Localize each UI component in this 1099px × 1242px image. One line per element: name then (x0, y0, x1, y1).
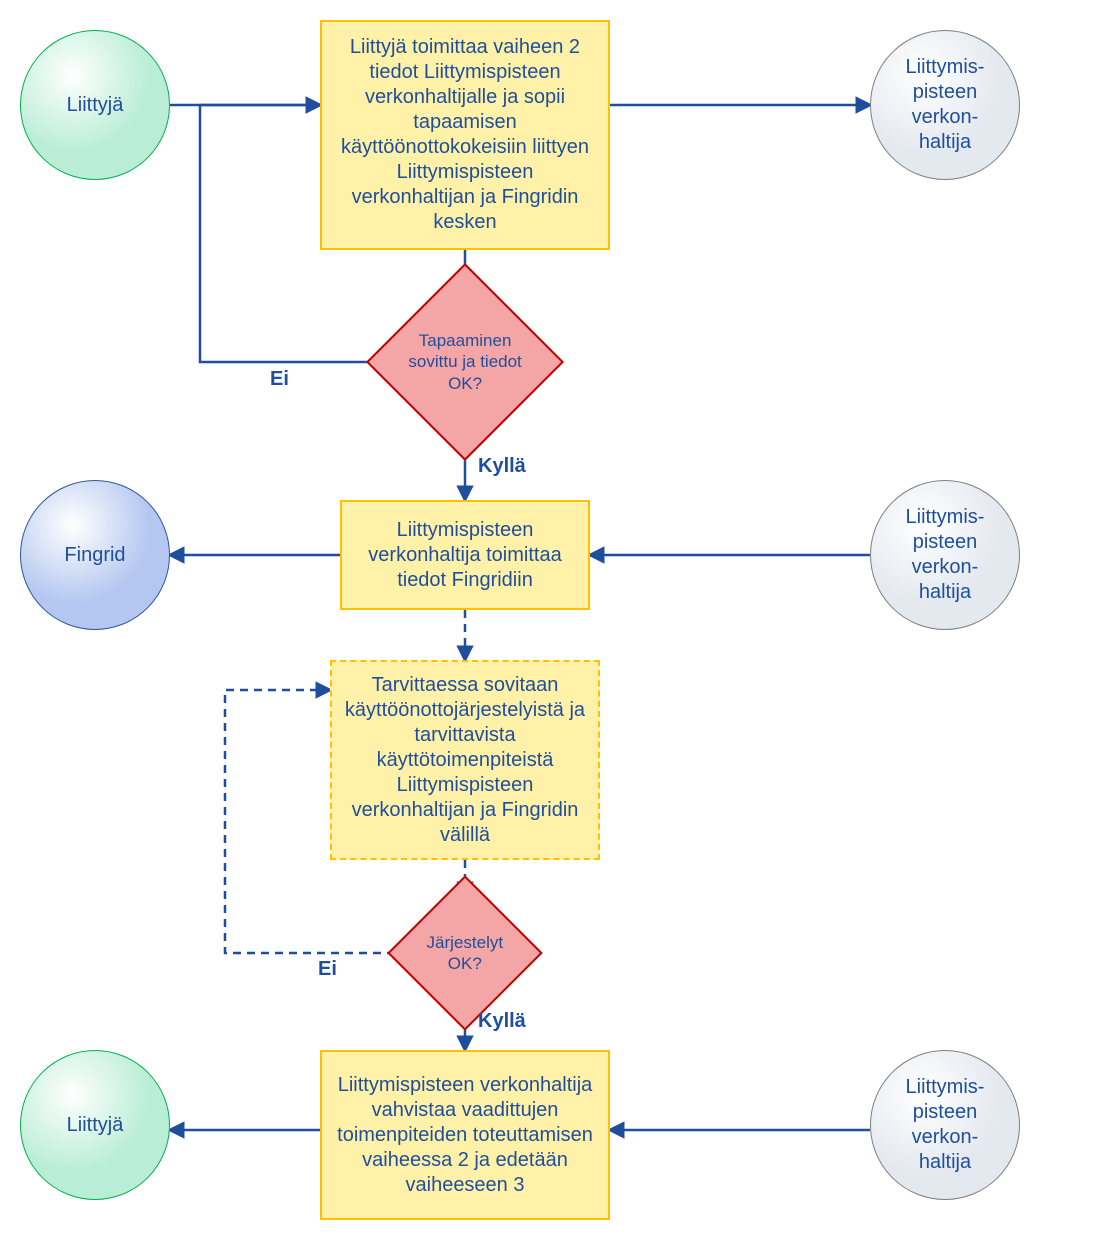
circle-c-liittyja-2: Liittyjä (20, 1050, 170, 1200)
node-label: Liittymis-pisteenverkon-haltija (906, 505, 985, 605)
circle-c-verkon-1: Liittymis-pisteenverkon-haltija (870, 30, 1020, 180)
node-label: Liittymis-pisteenverkon-haltija (906, 55, 985, 155)
node-label: Järjestelyt OK? (412, 932, 518, 975)
process-p4: Liittymispisteen verkonhaltija vahvistaa… (320, 1050, 610, 1220)
node-label: Tapaaminen sovittu ja tiedot OK? (397, 330, 533, 394)
circle-c-liittyja-1: Liittyjä (20, 30, 170, 180)
circle-c-fingrid: Fingrid (20, 480, 170, 630)
node-label: Liittymispisteen verkonhaltija toimittaa… (354, 518, 576, 593)
process-p1: Liittyjä toimittaa vaiheen 2 tiedot Liit… (320, 20, 610, 250)
node-label: Liittyjä (67, 93, 124, 118)
edge-label-e11-kylla: Kyllä (478, 1010, 526, 1033)
edge-label-e10-ei: Ei (318, 958, 337, 981)
edge-label-e5-kylla: Kyllä (478, 455, 526, 478)
circle-c-verkon-3: Liittymis-pisteenverkon-haltija (870, 1050, 1020, 1200)
edge-label-e4-ei: Ei (270, 368, 289, 391)
node-label: Liittyjä toimittaa vaiheen 2 tiedot Liit… (334, 35, 596, 235)
process-dashed-p3: Tarvittaessa sovitaan käyttöönottojärjes… (330, 660, 600, 860)
circle-c-verkon-2: Liittymis-pisteenverkon-haltija (870, 480, 1020, 630)
node-label: Liittyjä (67, 1113, 124, 1138)
node-label: Fingrid (64, 543, 125, 568)
node-label: Tarvittaessa sovitaan käyttöönottojärjes… (344, 673, 586, 848)
node-label: Liittymis-pisteenverkon-haltija (906, 1075, 985, 1175)
process-p2: Liittymispisteen verkonhaltija toimittaa… (340, 500, 590, 610)
node-label: Liittymispisteen verkonhaltija vahvistaa… (334, 1073, 596, 1198)
